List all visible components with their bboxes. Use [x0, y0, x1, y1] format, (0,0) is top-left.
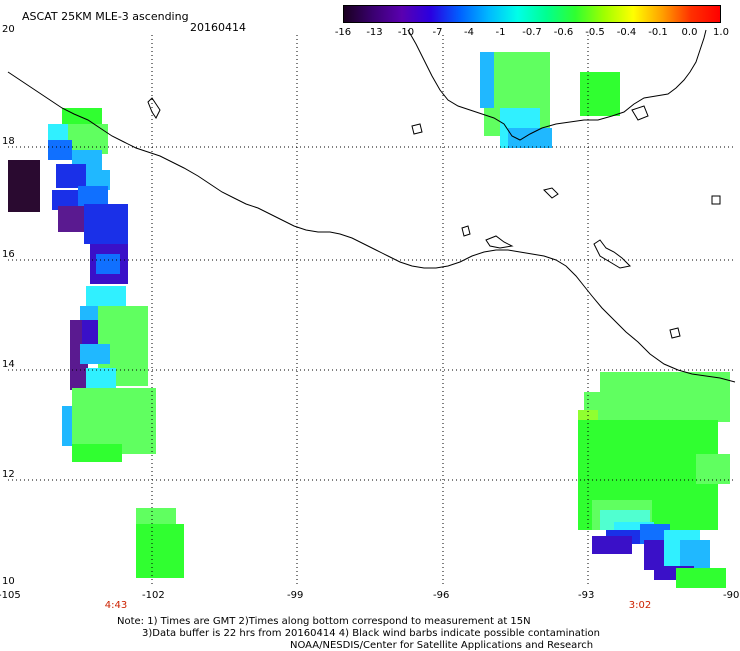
wind-cell	[78, 186, 108, 206]
wind-cell	[68, 124, 108, 154]
wind-cell	[680, 540, 710, 570]
island	[461, 225, 471, 237]
wind-cell	[480, 52, 494, 108]
island	[631, 105, 649, 121]
colorbar-tick-label: -1	[495, 27, 506, 38]
wind-cell	[136, 508, 176, 528]
latitude-label: 16	[2, 249, 15, 260]
footnote-line-1: Note: 1) Times are GMT 2)Times along bot…	[117, 616, 531, 627]
wind-cell	[96, 254, 120, 274]
wind-cell	[48, 140, 72, 160]
latitude-label: 10	[2, 576, 15, 587]
longitude-label: -90	[723, 590, 740, 601]
wind-cell	[8, 160, 40, 212]
wind-cell	[84, 204, 128, 244]
latitude-label: 12	[2, 469, 15, 480]
colorbar-tick-label: -16	[334, 27, 352, 38]
wind-cell	[580, 72, 620, 116]
wind-cell	[86, 170, 110, 190]
footnote-line-2: 3)Data buffer is 22 hrs from 20160414 4)…	[142, 628, 600, 639]
wind-cell	[52, 190, 82, 210]
lat-lon-grid	[8, 35, 733, 587]
wind-cell	[508, 128, 552, 148]
colorbar-tick-label: 1.0	[713, 27, 729, 38]
wind-cell	[640, 524, 670, 544]
wind-cell	[80, 344, 110, 364]
colorbar-tick-label: -7	[432, 27, 443, 38]
pass-time-label: 3:02	[628, 600, 652, 611]
wind-cell	[592, 536, 632, 554]
longitude-label: -102	[142, 590, 165, 601]
colorbar-tick-label: -10	[397, 27, 415, 38]
island	[411, 123, 423, 135]
colorbar-tick-label: -0.5	[585, 27, 605, 38]
island	[485, 235, 514, 249]
pass-time-label: 4:43	[104, 600, 128, 611]
latitude-label: 14	[2, 359, 15, 370]
wind-cell	[676, 568, 726, 588]
colorbar-tick-label: -0.6	[553, 27, 574, 38]
footnote-credit: NOAA/NESDIS/Center for Satellite Applica…	[290, 640, 594, 651]
latitude-label: 18	[2, 136, 15, 147]
wind-cell	[72, 444, 122, 462]
island	[669, 327, 681, 339]
wind-cell	[696, 454, 730, 484]
map-title: ASCAT 25KM MLE-3 ascending	[22, 10, 189, 23]
coastline-gulf	[407, 29, 707, 141]
wind-cell	[58, 206, 88, 232]
longitude-label: -105	[0, 590, 21, 601]
wind-cell	[56, 164, 86, 188]
colorbar-tick-label: -0.1	[648, 27, 668, 38]
colorbar-tick-label: -13	[366, 27, 383, 38]
colorbar	[343, 5, 721, 23]
colorbar-tick-label: 0.0	[681, 27, 698, 38]
island	[593, 239, 632, 269]
wind-cell	[62, 108, 102, 124]
map-date: 20160414	[190, 21, 246, 34]
longitude-label: -96	[433, 590, 450, 601]
data-swaths	[8, 52, 730, 588]
colorbar-tick-label: -0.4	[616, 27, 637, 38]
island	[711, 195, 721, 205]
island	[147, 97, 161, 119]
longitude-label: -99	[287, 590, 304, 601]
latitude-label: 20	[2, 24, 15, 35]
colorbar-tick-label: -0.7	[522, 27, 542, 38]
wind-cell	[72, 388, 156, 454]
island	[543, 187, 559, 199]
coastline	[7, 71, 736, 383]
wind-cell	[136, 524, 184, 578]
longitude-label: -93	[578, 590, 595, 601]
colorbar-tick-label: -4	[464, 27, 474, 38]
wind-cell	[48, 124, 68, 144]
